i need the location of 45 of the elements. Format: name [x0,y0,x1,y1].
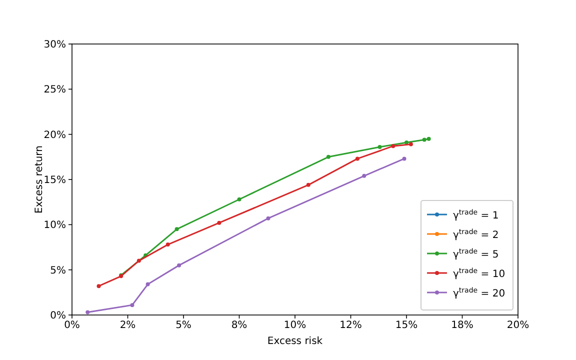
legend-label: γ$^{trade}$ = 2 [453,228,499,241]
point [355,156,360,161]
y-tick-label: 5% [50,265,66,276]
x-tick-label: 8% [231,320,248,331]
point [326,154,330,159]
legend-label: γ$^{trade}$ = 1 [453,208,499,222]
point [136,258,141,263]
point [391,144,396,148]
point [237,197,242,202]
y-tick-label: 20% [44,130,66,141]
x-tick-label: 20% [506,320,530,331]
point [217,220,222,225]
x-tick-label: 10% [284,320,306,331]
y-tick-label: 30% [44,40,66,50]
point [166,242,170,247]
legend-label: γ$^{trade}$ = 10 [453,267,506,280]
point [408,142,413,146]
point [177,263,182,268]
point [426,136,431,141]
point [96,284,101,288]
point [130,303,134,308]
point [378,144,382,149]
point [402,156,406,161]
y-tick-label: 10% [44,220,66,232]
point [362,174,366,178]
point [266,216,270,220]
point [174,227,179,232]
legend-label: γ$^{trade}$ = 20 [453,286,506,300]
y-tick-label: 0% [50,310,66,322]
y-tick-label: 25% [44,84,66,96]
point [86,310,90,314]
y-axis-title: Excess return [34,146,45,214]
point [306,182,310,187]
legend-label: γ$^{trade}$ = 5 [453,248,499,260]
x-tick-label: 2% [120,320,136,331]
point [404,140,408,144]
x-tick-label: 15% [395,320,418,331]
y-tick-label: 15% [44,175,66,186]
x-tick-label: 0% [64,320,80,331]
x-tick-label: 12% [340,320,362,331]
point [422,138,426,142]
x-tick-label: 18% [451,320,474,331]
point [146,282,150,286]
x-axis-title: Excess risk [267,336,323,347]
x-tick-label: 5% [176,320,192,331]
